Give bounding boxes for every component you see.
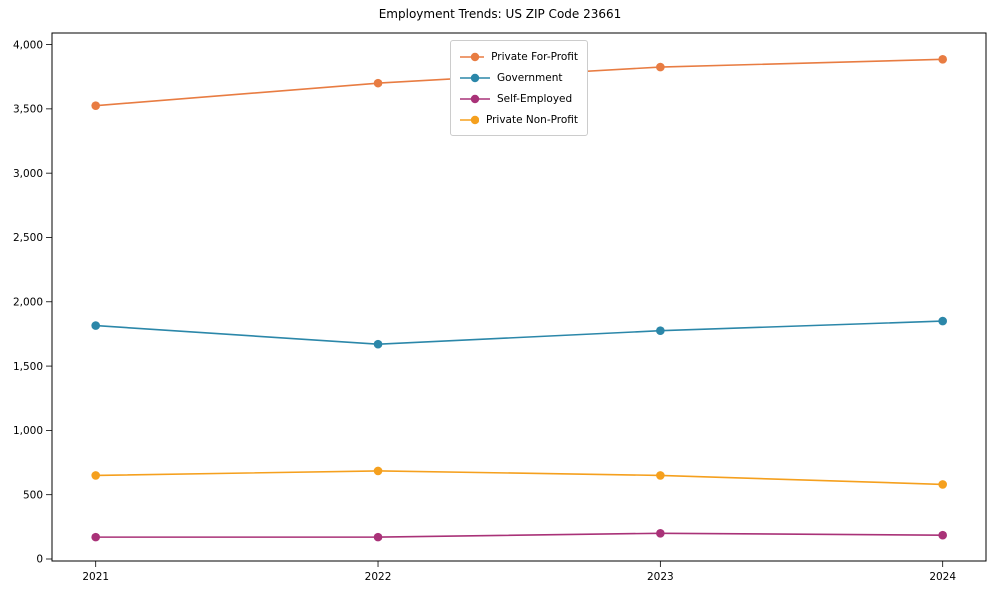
legend-label: Private Non-Profit <box>485 113 578 126</box>
data-point <box>656 528 665 538</box>
data-point <box>656 62 665 72</box>
legend-label: Self-Employed <box>497 92 573 105</box>
y-tick-label: 3,500 <box>13 104 43 116</box>
legend: Private For-Profit Government Self-Employe… <box>450 40 588 136</box>
y-tick-label: 500 <box>23 489 43 501</box>
y-tick-label: 3,000 <box>13 168 43 180</box>
series-line <box>95 470 943 486</box>
legend-item-private-non-profit: Private Non-Profit <box>451 109 587 130</box>
y-tick-label: 4,000 <box>13 39 43 51</box>
chart-title: Employment Trends: US ZIP Code 23661 <box>378 7 622 21</box>
series-line <box>95 532 943 538</box>
y-tick-label: 0 <box>36 554 43 566</box>
legend-marker-icon <box>460 115 479 124</box>
legend-label: Government <box>497 71 563 84</box>
y-tick-label: 1,500 <box>13 361 43 373</box>
legend-marker-icon <box>460 52 485 61</box>
series-government <box>91 316 947 349</box>
y-tick-label: 2,500 <box>13 232 43 244</box>
legend-item-private-for-profit: Private For-Profit <box>451 46 587 67</box>
legend-marker-icon <box>460 73 490 82</box>
plot-border <box>51 32 987 562</box>
data-point <box>656 471 665 480</box>
y-tick-label: 1,000 <box>13 425 43 437</box>
legend-marker-icon <box>460 94 490 103</box>
legend-item-government: Government <box>451 67 587 88</box>
data-point <box>373 78 383 88</box>
data-point <box>373 339 383 349</box>
data-point <box>91 471 100 480</box>
series-self-employed <box>91 528 947 542</box>
legend-item-self-employed: Self-Employed <box>451 88 587 109</box>
legend-label: Private For-Profit <box>491 50 578 63</box>
x-tick-label: 2021 <box>82 571 109 583</box>
data-point <box>938 316 947 326</box>
series-private-non-profit <box>91 466 947 489</box>
data-point <box>91 321 100 330</box>
x-axis: 2021 2022 2023 2024 <box>82 561 956 583</box>
data-point <box>373 532 383 542</box>
data-point <box>938 530 947 540</box>
data-point <box>938 55 947 64</box>
y-tick-label: 2,000 <box>13 296 43 308</box>
x-tick-label: 2024 <box>929 571 956 583</box>
data-point <box>938 480 947 489</box>
series-line <box>95 320 943 346</box>
x-tick-label: 2022 <box>365 571 392 583</box>
data-point <box>91 101 100 110</box>
data-point <box>91 532 100 542</box>
data-point <box>656 326 665 336</box>
data-point <box>373 466 383 476</box>
x-tick-label: 2023 <box>647 571 674 583</box>
y-axis: 0 500 1,000 1,500 2,000 2,500 3,000 3,500 4,000 <box>13 39 52 566</box>
